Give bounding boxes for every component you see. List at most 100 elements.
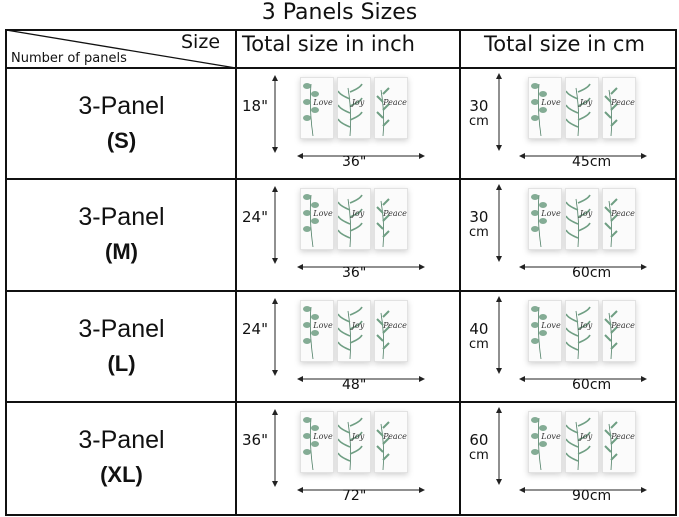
height-arrow: [494, 184, 504, 262]
panel-word: Love: [541, 432, 561, 442]
height-arrow: [270, 186, 280, 264]
canvas-panel: Love: [300, 411, 334, 473]
panel-word: Love: [541, 98, 561, 108]
canvas-panel: Love: [300, 300, 334, 362]
panel-word: Love: [541, 209, 561, 219]
panel-count-label: 3-Panel: [78, 91, 165, 120]
panel-word: Joy: [579, 432, 593, 442]
height-cm-unit: cm: [469, 225, 489, 240]
height-inch: 36": [242, 431, 268, 449]
width-cm: 60cm: [572, 377, 612, 393]
canvas-panel: Love: [300, 77, 334, 139]
width-inch: 36": [342, 265, 367, 281]
row-divider: [5, 401, 677, 403]
size-code: (S): [106, 127, 137, 153]
height-arrow: [494, 296, 504, 374]
width-arrow: [519, 371, 647, 382]
header-divider: [5, 67, 677, 69]
canvas-panel: Love: [528, 300, 562, 362]
panel-word: Love: [313, 209, 333, 219]
width-inch: 36": [342, 154, 367, 170]
header-inch: Total size in inch: [242, 32, 415, 56]
canvas-panel: Love: [300, 188, 334, 250]
height-arrow: [270, 75, 280, 153]
panel-count-label: 3-Panel: [78, 314, 165, 343]
height-cm-value: 60: [469, 431, 489, 449]
panel-word: Love: [313, 432, 333, 442]
width-arrow: [297, 371, 425, 382]
panel-word: Peace: [383, 98, 407, 108]
table-border-bottom: [5, 514, 677, 516]
triptych-preview: Love Joy Peace: [528, 188, 636, 250]
panel-word: Joy: [351, 321, 365, 331]
height-cm: 40 cm: [469, 320, 489, 353]
header-size-label: Size: [181, 31, 221, 53]
panel-count-label: 3-Panel: [78, 425, 165, 454]
panel-word: Peace: [611, 209, 635, 219]
width-cm: 60cm: [572, 265, 612, 281]
panel-word: Love: [313, 321, 333, 331]
size-code: (M): [105, 238, 138, 264]
height-cm-unit: cm: [469, 114, 489, 129]
canvas-panel: Joy: [337, 77, 371, 139]
triptych-preview: Love Joy Peace: [300, 300, 408, 362]
canvas-panel: Peace: [602, 188, 636, 250]
width-arrow: [519, 482, 647, 493]
panel-word: Joy: [579, 98, 593, 108]
height-arrow: [270, 298, 280, 376]
panel-word: Joy: [579, 321, 593, 331]
panel-word: Peace: [383, 321, 407, 331]
canvas-panel: Joy: [337, 411, 371, 473]
row-divider: [5, 178, 677, 180]
canvas-panel: Joy: [337, 188, 371, 250]
height-cm-unit: cm: [469, 448, 489, 463]
width-arrow: [519, 259, 647, 270]
canvas-panel: Joy: [565, 77, 599, 139]
row-label: 3-Panel (L): [7, 292, 236, 401]
panel-word: Peace: [611, 98, 635, 108]
header-number-label: Number of panels: [11, 51, 127, 66]
width-arrow: [519, 148, 647, 159]
canvas-panel: Peace: [602, 77, 636, 139]
panel-word: Joy: [579, 209, 593, 219]
height-cm-value: 40: [469, 320, 489, 338]
panel-word: Love: [313, 98, 333, 108]
canvas-panel: Love: [528, 77, 562, 139]
panel-word: Peace: [611, 432, 635, 442]
height-cm: 30 cm: [469, 97, 489, 130]
canvas-panel: Joy: [565, 411, 599, 473]
canvas-panel: Peace: [602, 300, 636, 362]
triptych-preview: Love Joy Peace: [300, 188, 408, 250]
canvas-panel: Peace: [374, 77, 408, 139]
height-inch: 24": [242, 320, 268, 338]
canvas-panel: Joy: [337, 300, 371, 362]
panel-word: Peace: [383, 209, 407, 219]
height-cm-unit: cm: [469, 337, 489, 352]
canvas-panel: Peace: [602, 411, 636, 473]
height-cm-value: 30: [469, 208, 489, 226]
header-cm: Total size in cm: [484, 32, 645, 56]
height-cm-value: 30: [469, 97, 489, 115]
column-divider: [235, 29, 237, 516]
row-label: 3-Panel (S): [7, 69, 236, 178]
width-cm: 45cm: [572, 154, 612, 170]
table-border-left: [5, 29, 7, 516]
height-inch: 24": [242, 208, 268, 226]
canvas-panel: Peace: [374, 300, 408, 362]
panel-word: Peace: [383, 432, 407, 442]
canvas-panel: Love: [528, 411, 562, 473]
width-cm: 90cm: [572, 488, 612, 504]
panel-word: Joy: [351, 432, 365, 442]
panel-word: Joy: [351, 209, 365, 219]
canvas-panel: Peace: [374, 188, 408, 250]
triptych-preview: Love Joy Peace: [300, 77, 408, 139]
panel-word: Peace: [611, 321, 635, 331]
width-arrow: [297, 259, 425, 270]
canvas-panel: Joy: [565, 188, 599, 250]
triptych-preview: Love Joy Peace: [300, 411, 408, 473]
size-code: (XL): [100, 461, 143, 487]
width-arrow: [297, 482, 425, 493]
row-divider: [5, 290, 677, 292]
table-border-top: [5, 29, 677, 31]
